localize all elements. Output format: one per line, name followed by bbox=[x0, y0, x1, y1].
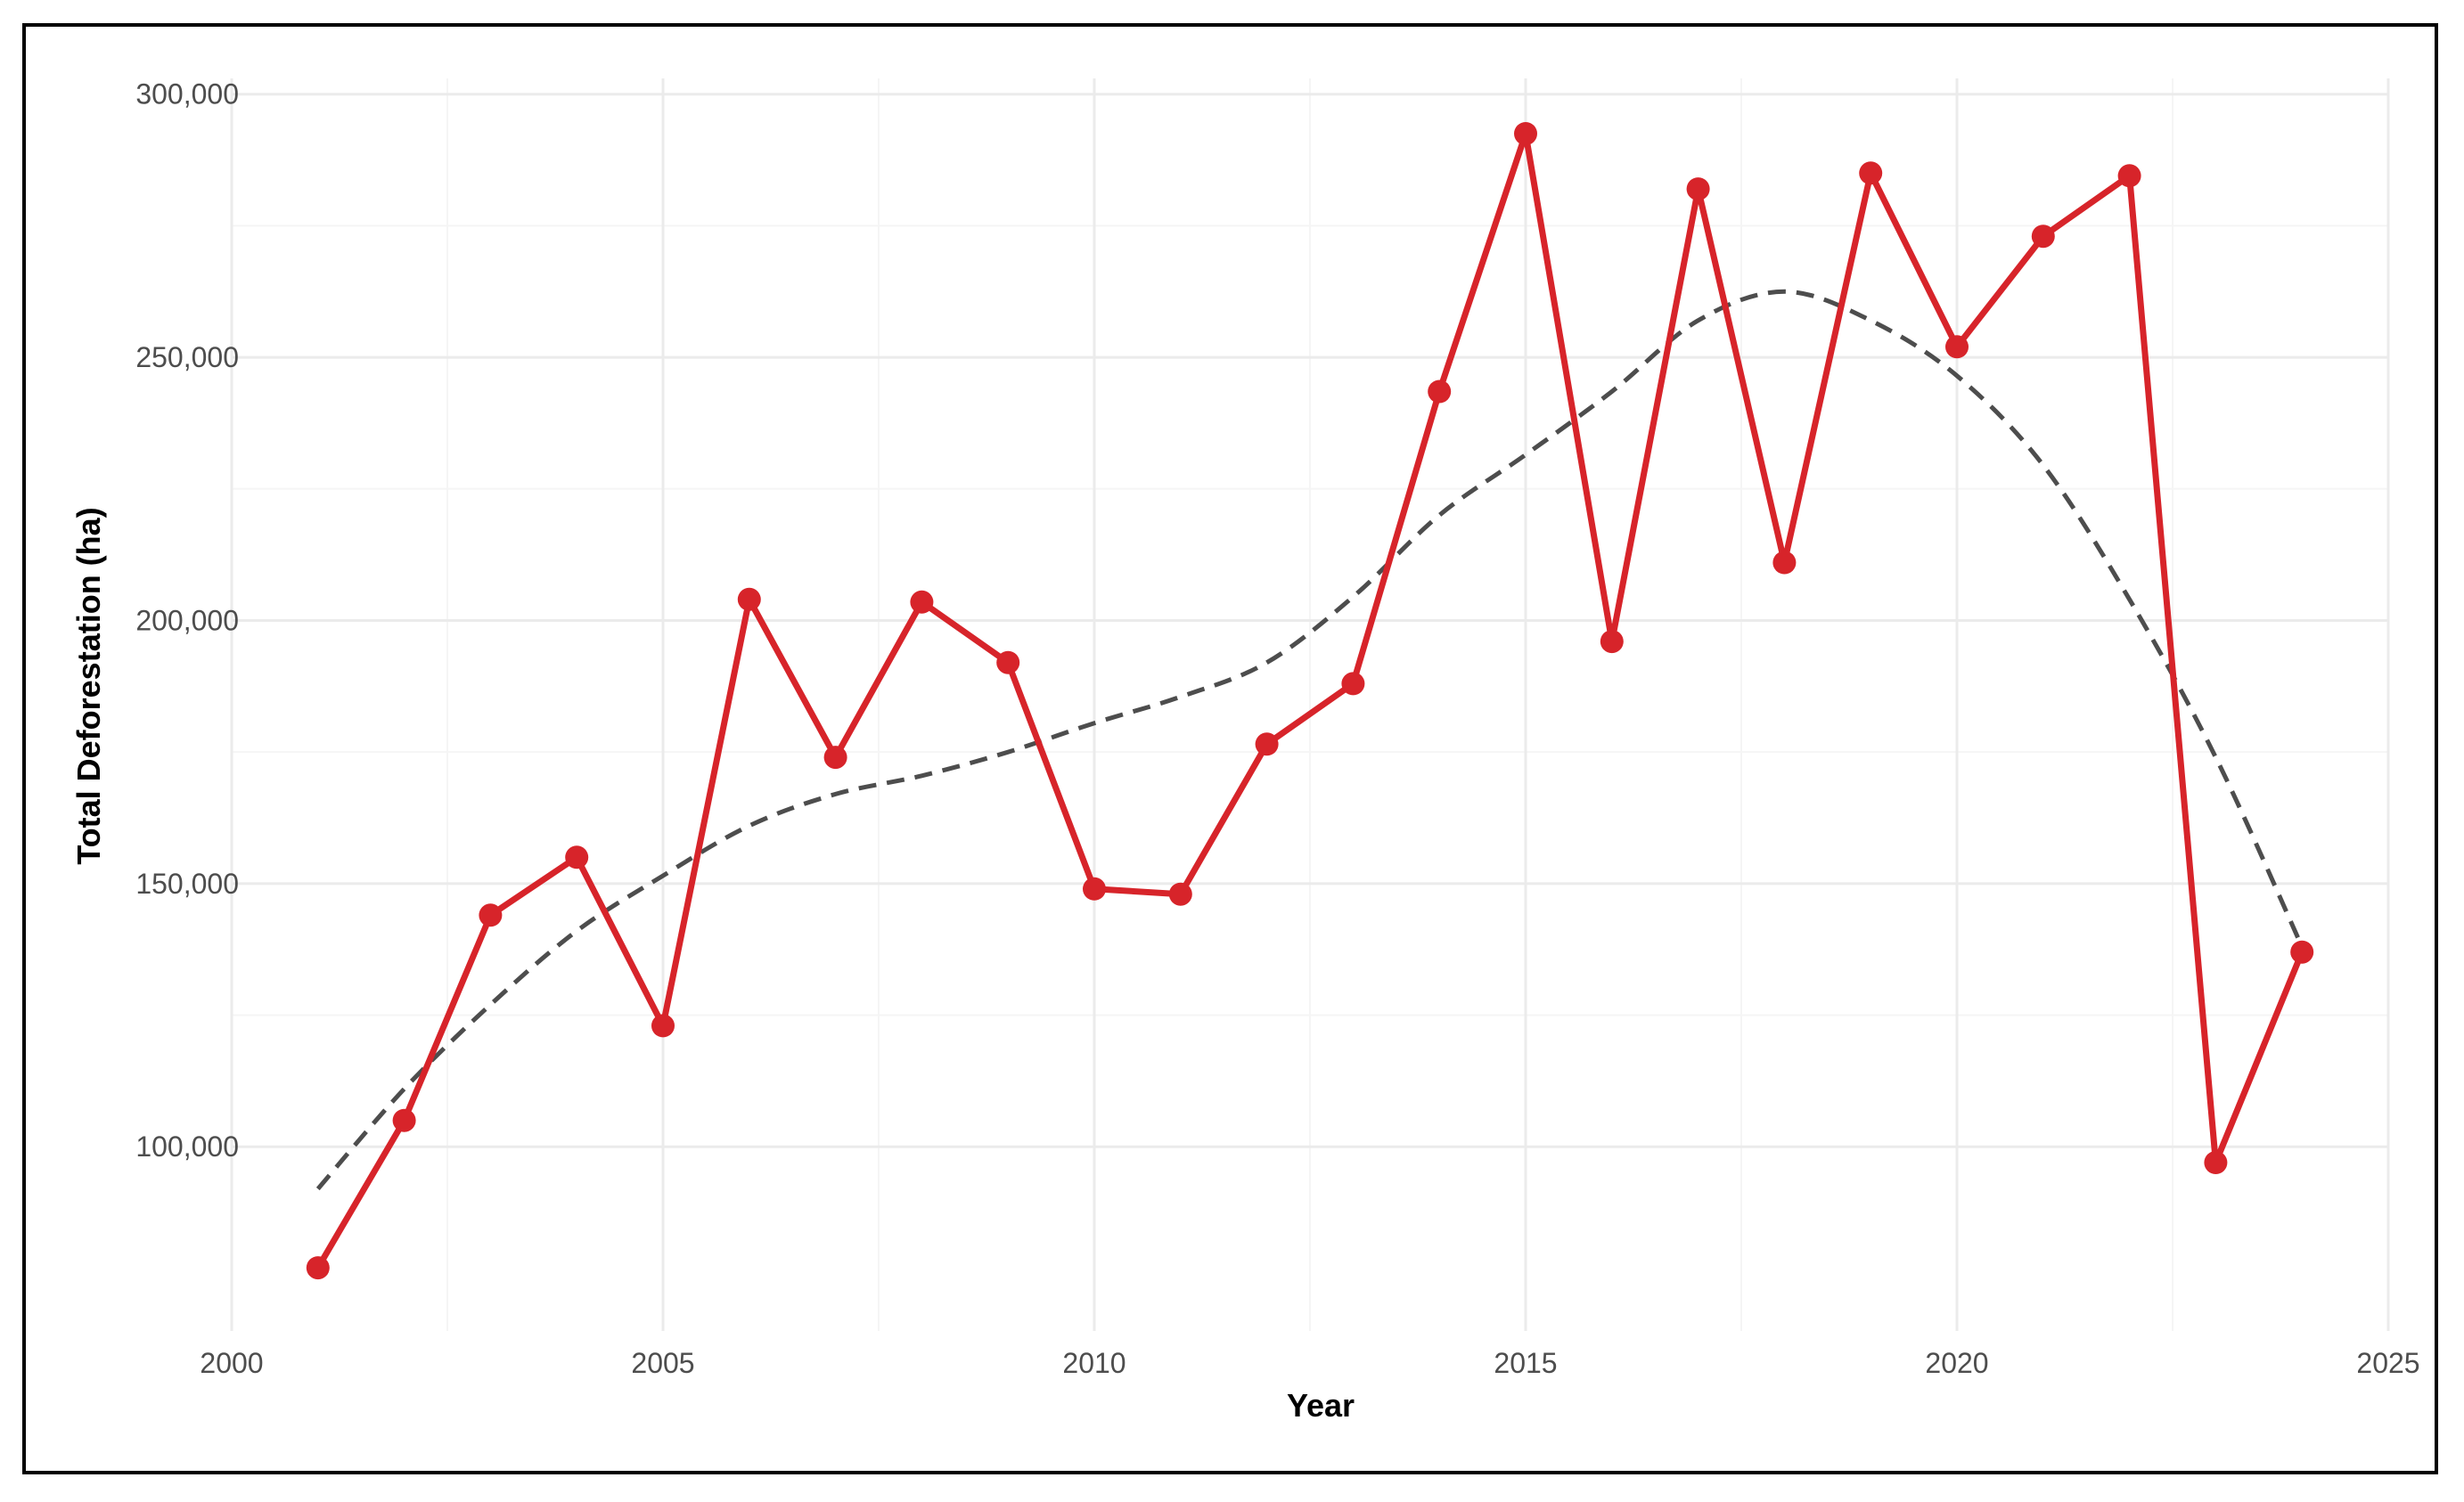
data-point-2022 bbox=[2117, 164, 2141, 188]
x-tick-label: 2020 bbox=[1925, 1347, 1988, 1379]
x-tick-label: 2005 bbox=[631, 1347, 694, 1379]
y-tick-label: 300,000 bbox=[135, 78, 239, 110]
data-point-2007 bbox=[823, 746, 847, 770]
data-point-2011 bbox=[1168, 882, 1192, 906]
data-point-2006 bbox=[737, 587, 761, 611]
data-point-2021 bbox=[2031, 224, 2055, 249]
data-point-2015 bbox=[1514, 122, 1537, 145]
gridlines bbox=[230, 78, 2390, 1331]
data-point-2008 bbox=[910, 590, 934, 614]
data-point-2009 bbox=[996, 650, 1020, 674]
y-tick-label: 200,000 bbox=[135, 604, 239, 636]
series-line bbox=[315, 130, 2305, 1269]
chart-frame bbox=[22, 23, 2438, 1474]
x-tick-label: 2010 bbox=[1062, 1347, 1126, 1379]
data-point-2019 bbox=[1859, 161, 1883, 185]
series-layer bbox=[306, 122, 2314, 1280]
data-point-2002 bbox=[392, 1108, 416, 1132]
data-point-2013 bbox=[1341, 672, 1365, 696]
y-tick-label: 250,000 bbox=[135, 341, 239, 373]
data-point-2017 bbox=[1686, 177, 1710, 201]
data-point-2024 bbox=[2290, 940, 2314, 964]
x-axis-label: Year bbox=[1287, 1387, 1355, 1424]
data-point-2020 bbox=[1945, 335, 1969, 359]
data-point-2010 bbox=[1083, 877, 1106, 901]
data-point-2016 bbox=[1600, 630, 1624, 654]
y-tick-label: 100,000 bbox=[135, 1131, 239, 1163]
trend-line bbox=[315, 289, 2304, 1191]
x-axis-ticks: 2000 2005 2010 2015 2020 2025 bbox=[200, 1347, 2419, 1379]
data-point-2004 bbox=[565, 845, 589, 869]
data-point-2023 bbox=[2204, 1151, 2228, 1174]
data-point-2001 bbox=[306, 1256, 330, 1280]
x-tick-label: 2025 bbox=[2356, 1347, 2419, 1379]
data-point-2003 bbox=[479, 903, 503, 927]
data-point-2014 bbox=[1428, 380, 1452, 404]
data-point-2005 bbox=[651, 1014, 675, 1038]
data-point-2012 bbox=[1255, 732, 1279, 756]
data-point-2018 bbox=[1772, 551, 1797, 575]
y-axis-ticks: 100,000 150,000 200,000 250,000 300,000 bbox=[135, 78, 239, 1163]
y-tick-label: 150,000 bbox=[135, 868, 239, 900]
x-tick-label: 2015 bbox=[1494, 1347, 1557, 1379]
x-tick-label: 2000 bbox=[200, 1347, 263, 1379]
y-axis-label: Total Deforestation (ha) bbox=[70, 507, 107, 864]
